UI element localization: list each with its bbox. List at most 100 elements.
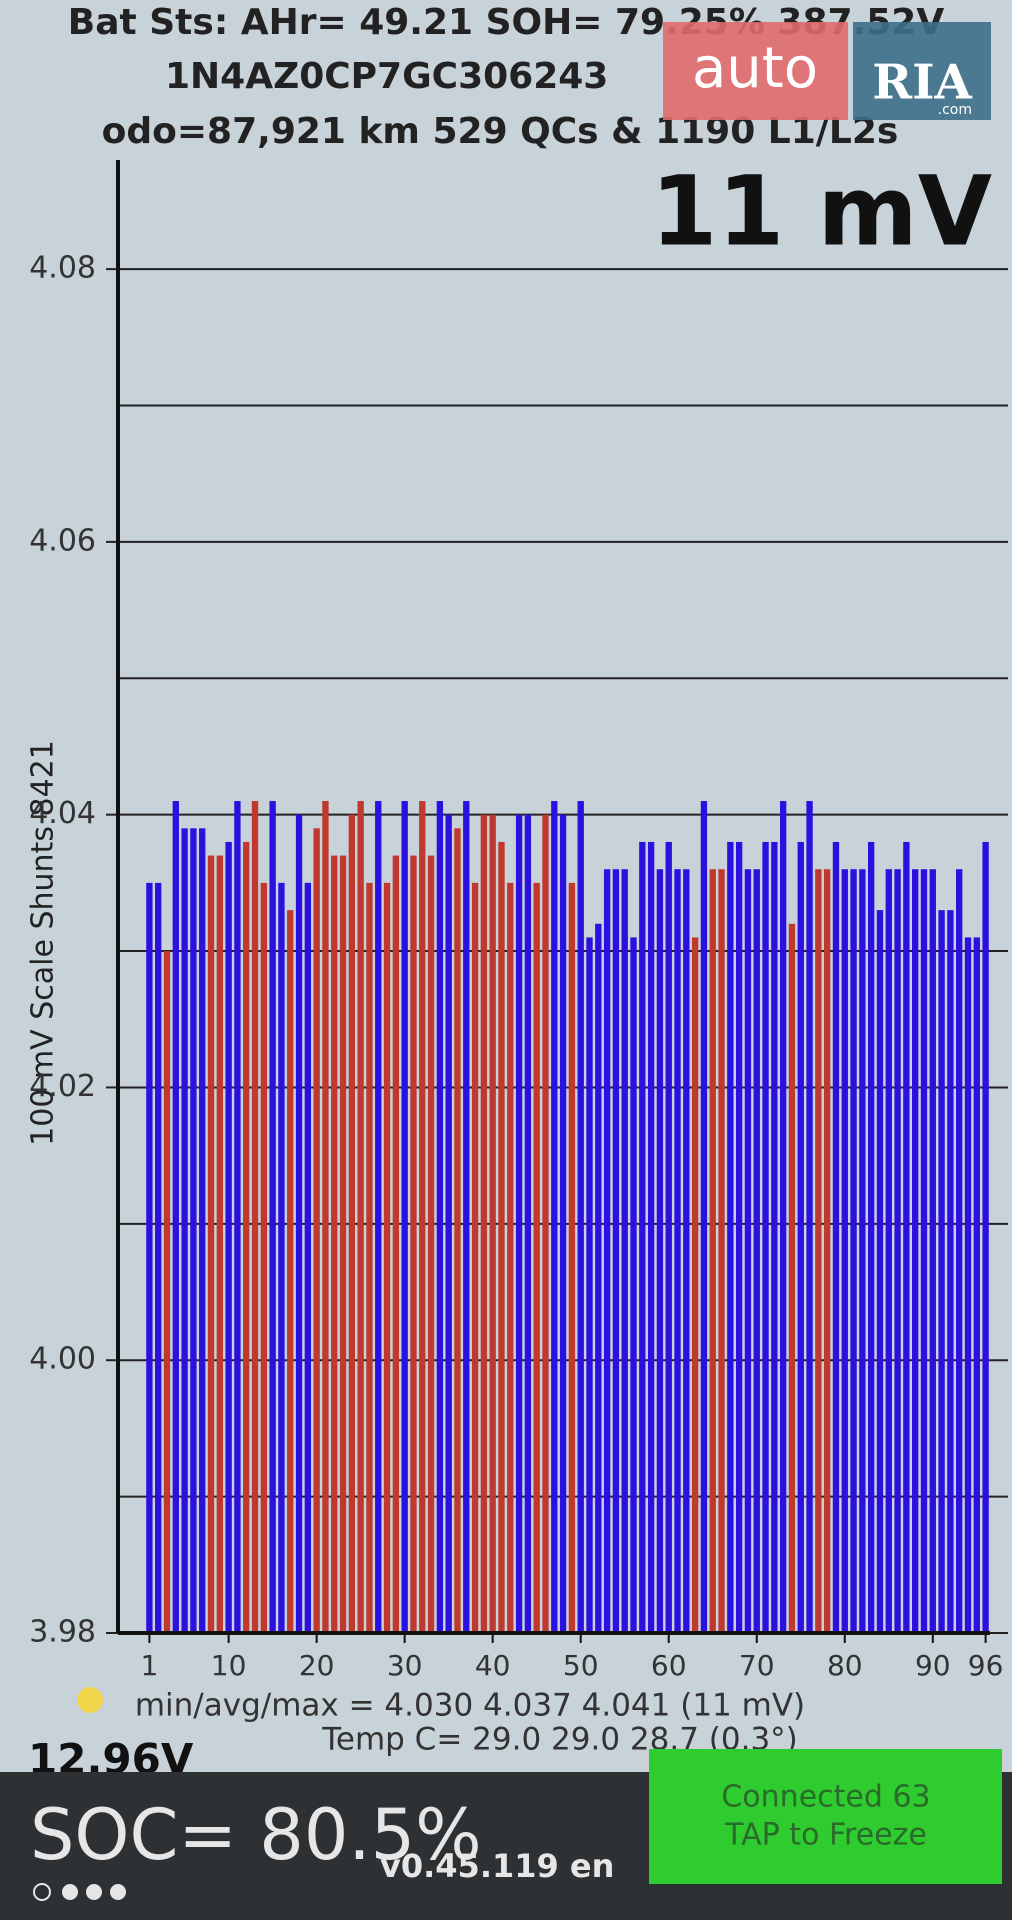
bar — [243, 841, 250, 1633]
bar — [788, 923, 796, 1633]
bar — [471, 882, 479, 1633]
bar — [392, 855, 400, 1633]
vin: 1N4AZ0CP7GC306243 — [165, 56, 608, 97]
bar — [507, 882, 514, 1633]
y-tick-label: 4.02 — [29, 1069, 96, 1104]
bar — [727, 841, 734, 1633]
bar — [401, 801, 408, 1633]
bar — [612, 869, 620, 1633]
bar — [498, 841, 505, 1633]
bar — [542, 814, 549, 1633]
bar — [278, 882, 285, 1633]
bar — [691, 937, 699, 1633]
bar — [806, 801, 813, 1633]
soc: SOC= 80.5% — [30, 1794, 482, 1876]
bar — [304, 882, 312, 1633]
bar — [973, 937, 980, 1633]
x-tick-label: 96 — [968, 1649, 1004, 1682]
watermark: .com — [938, 102, 972, 118]
y-tick-label: 4.06 — [29, 523, 96, 558]
bar — [322, 801, 329, 1633]
bar — [163, 951, 171, 1633]
bar — [524, 814, 532, 1633]
x-tick-label: 80 — [827, 1649, 863, 1682]
bar — [559, 814, 567, 1633]
bar — [577, 801, 584, 1633]
bar — [348, 814, 356, 1633]
bar — [216, 855, 223, 1633]
cell-spread: 11 mV — [651, 155, 992, 267]
bar — [885, 869, 892, 1633]
bar — [199, 828, 206, 1633]
bar — [753, 869, 760, 1633]
bar — [868, 841, 875, 1633]
bar — [375, 801, 382, 1633]
freeze-hint[interactable]: TAP to Freeze — [724, 1818, 927, 1853]
bar — [146, 882, 153, 1633]
bar — [463, 801, 470, 1633]
bar — [515, 814, 523, 1633]
bar — [410, 855, 417, 1633]
bar — [744, 869, 752, 1633]
bar — [665, 841, 672, 1633]
bar — [850, 869, 857, 1633]
bar — [956, 869, 963, 1633]
x-tick-label: 60 — [651, 1649, 687, 1682]
bar — [735, 841, 743, 1633]
y-tick-label: 4.08 — [29, 251, 96, 286]
bar — [797, 841, 804, 1633]
bar — [920, 869, 928, 1633]
bar — [489, 814, 496, 1633]
bar — [903, 841, 910, 1633]
bar — [225, 841, 232, 1633]
plot: 3.98 4.00 4.02 4.04 4.06 4.08 1 10 20 30 40 50 60 70 8… — [29, 160, 1008, 1682]
bar — [718, 869, 725, 1633]
watermark: auto — [692, 36, 818, 101]
bar — [454, 828, 461, 1633]
bar — [551, 801, 558, 1633]
y-tick-label: 4.04 — [29, 796, 96, 831]
bar — [533, 882, 540, 1633]
bar — [762, 841, 769, 1633]
bar — [436, 801, 444, 1633]
y-tick-label: 3.98 — [29, 1615, 96, 1650]
bar — [568, 882, 576, 1633]
bar — [859, 869, 866, 1633]
bar — [427, 855, 435, 1633]
bar — [639, 841, 646, 1633]
bar — [771, 841, 778, 1633]
x-tick-label: 20 — [299, 1649, 335, 1682]
watermark-ria-box — [853, 22, 991, 120]
bulb-icon — [77, 1687, 103, 1713]
bar — [234, 801, 241, 1633]
connection-status[interactable]: Connected 63 — [721, 1780, 930, 1815]
watermark: RIA — [872, 55, 972, 111]
bar — [339, 855, 347, 1633]
x-tick-label: 90 — [915, 1649, 951, 1682]
bar — [207, 855, 215, 1633]
bar — [172, 801, 179, 1633]
bar — [700, 801, 708, 1633]
bar — [912, 869, 919, 1633]
bar — [269, 801, 276, 1633]
dots — [33, 1883, 126, 1901]
bar — [260, 882, 267, 1633]
bar — [938, 910, 945, 1633]
bar — [647, 841, 655, 1633]
bar — [876, 910, 884, 1633]
bar — [832, 841, 840, 1633]
bar — [947, 910, 954, 1633]
bar — [480, 814, 488, 1633]
watermark-auto-box — [663, 22, 848, 120]
bar — [586, 937, 593, 1633]
bar — [287, 910, 294, 1633]
bar — [964, 937, 972, 1633]
bar — [190, 828, 197, 1633]
bar — [929, 869, 936, 1633]
bar — [823, 869, 831, 1633]
bar — [295, 814, 303, 1633]
freeze-button[interactable] — [649, 1749, 1002, 1884]
bar — [181, 828, 188, 1633]
